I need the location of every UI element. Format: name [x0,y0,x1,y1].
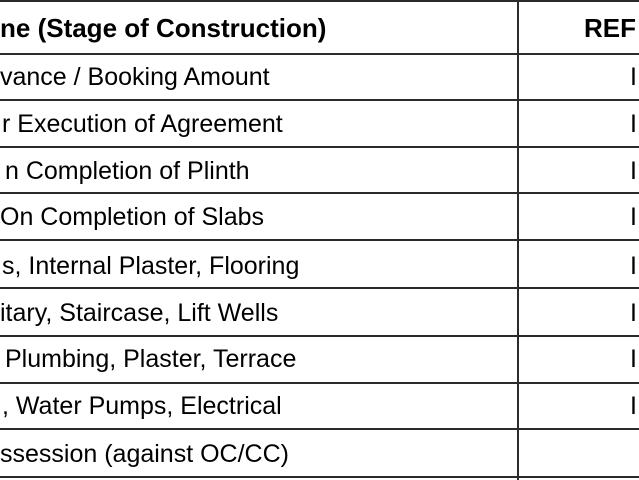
row-divider [0,53,639,55]
row-divider [0,99,639,101]
table-row-stage: vance / Booking Amount [0,63,270,91]
row-divider [0,239,639,241]
table-row-ref: I [630,63,637,91]
table-row-stage: s, Internal Plaster, Flooring [2,252,300,280]
row-divider [0,382,639,384]
table-row-stage: , Water Pumps, Electrical [2,392,282,420]
table-row-ref: I [630,157,637,185]
table-row-stage: Plumbing, Plaster, Terrace [5,345,297,373]
row-divider [0,146,639,148]
row-divider [0,476,639,478]
header-stage-of-construction: ne (Stage of Construction) [0,13,327,43]
row-divider [0,287,639,289]
table-row-stage: r Execution of Agreement [2,110,283,138]
table-row-stage: itary, Staircase, Lift Wells [0,299,279,327]
table-row-stage: On Completion of Slabs [0,203,265,231]
row-divider [0,192,639,194]
table-row-ref: I [630,110,637,138]
table-row-ref: I [630,252,637,280]
table-row-stage: n Completion of Plinth [5,157,250,185]
table-row-ref: I [630,203,637,231]
table-row-stage: ssession (against OC/CC) [0,440,289,468]
table-row-ref: I [630,299,637,327]
row-divider [0,428,639,430]
table-row-ref: I [630,345,637,373]
table-row-ref: I [630,392,637,420]
row-divider [0,335,639,337]
header-ref: REF [584,13,636,43]
row-divider [0,0,639,2]
